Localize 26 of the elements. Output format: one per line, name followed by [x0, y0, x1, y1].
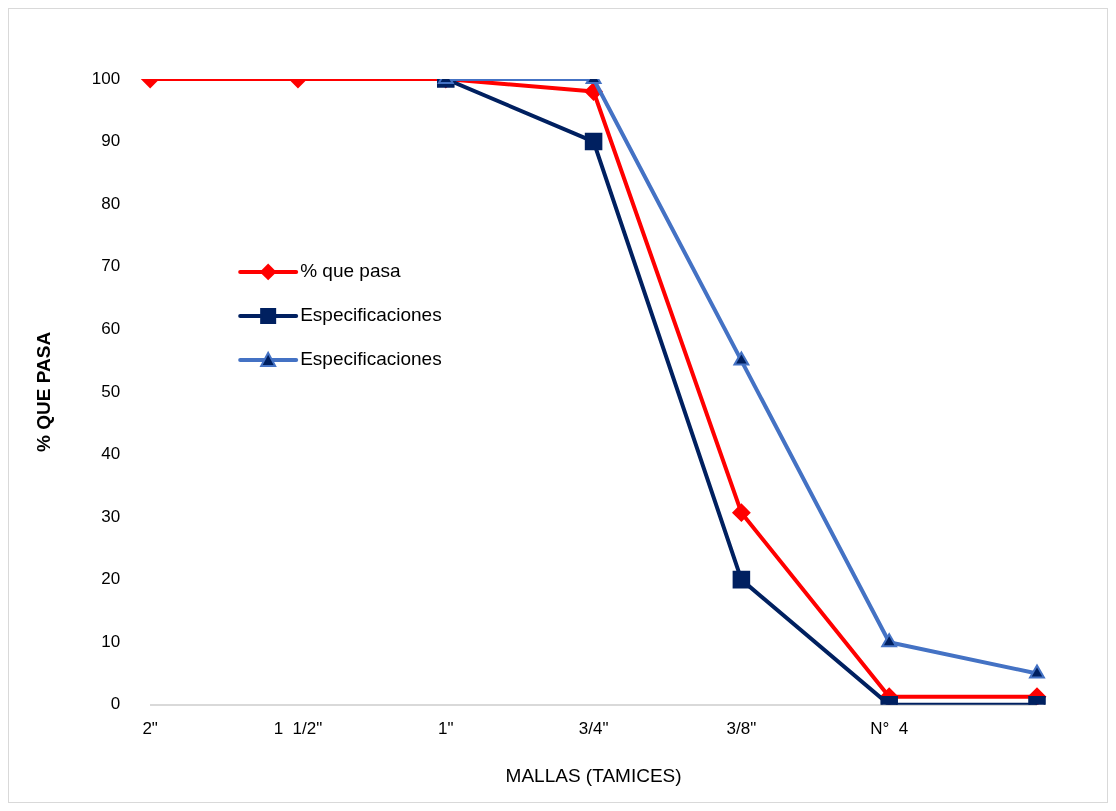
y-tick-label: 30 — [101, 506, 121, 526]
x-tick-label: 3/8" — [726, 718, 757, 738]
point — [732, 503, 751, 522]
legend-label: % que pasa — [300, 260, 401, 282]
legend-label: Especificaciones — [300, 304, 442, 326]
y-tick-label: 100 — [91, 68, 121, 88]
point — [732, 570, 751, 589]
y-tick-label: 10 — [101, 631, 121, 651]
y-tick-label: 40 — [101, 444, 121, 464]
x-tick-label: 3/4" — [578, 718, 609, 738]
y-tick-label: 70 — [101, 256, 121, 276]
x-axis-title: MALLAS (TAMICES) — [505, 764, 682, 786]
y-tick-label: 80 — [101, 193, 121, 213]
x-tick-label: 1" — [438, 718, 454, 738]
legend-label: Especificaciones — [300, 348, 442, 370]
point — [1029, 664, 1045, 679]
y-tick-label: 90 — [101, 131, 121, 151]
x-tick-label: 1 1/2" — [273, 718, 323, 738]
point — [881, 633, 898, 648]
y-tick-label: 50 — [101, 381, 121, 401]
y-tick-label: 60 — [101, 319, 121, 339]
x-tick-label: N° 4 — [870, 718, 909, 738]
x-tick-label: 2" — [142, 718, 158, 738]
y-tick-label: 20 — [101, 569, 121, 589]
y-tick-label: 0 — [110, 694, 121, 714]
y-axis-title: % QUE PASA — [32, 331, 54, 452]
